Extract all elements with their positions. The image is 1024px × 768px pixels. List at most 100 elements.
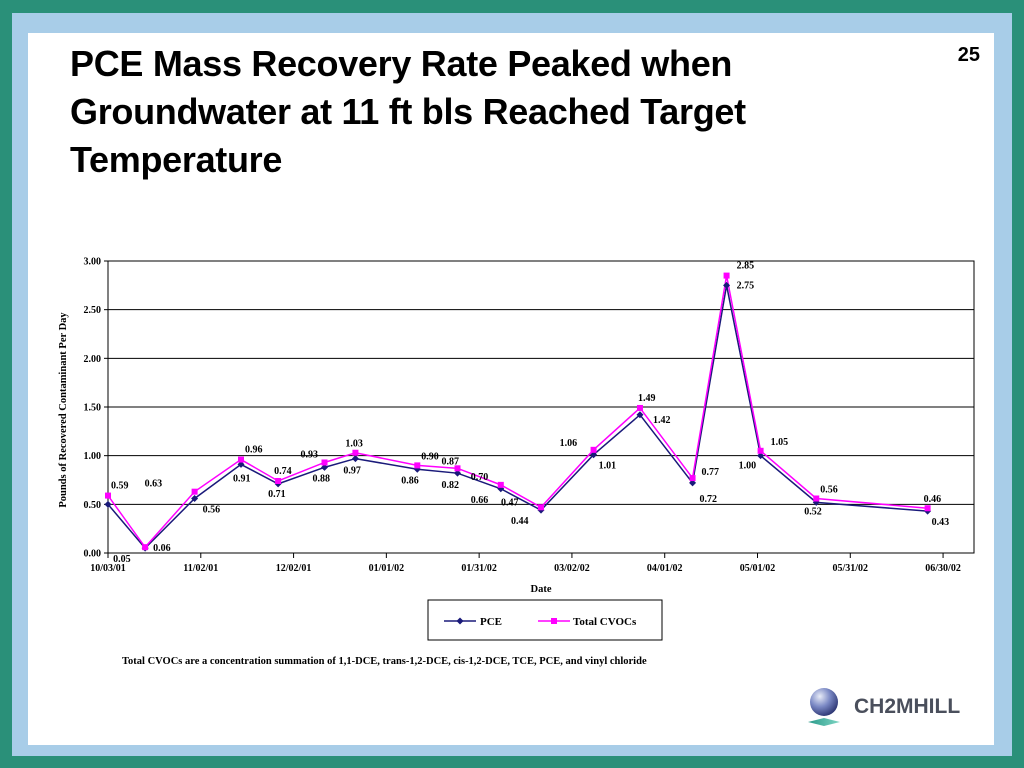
total-cvocs-point (538, 504, 544, 511)
x-tick-label: 01/31/02 (461, 563, 497, 574)
total-cvocs-point (590, 446, 597, 453)
y-tick-label: 1.00 (84, 451, 102, 462)
series-lines (107, 275, 928, 550)
x-axis-ticks: 10/03/01 11/02/01 12/02/01 01/01/02 01/31/02… (90, 553, 961, 574)
x-tick-label: 12/02/01 (276, 563, 312, 574)
series-line-total-cvocs (107, 275, 928, 549)
slide-number: 25 (957, 44, 980, 66)
pce-point (191, 494, 199, 502)
pce-data-label: 0.97 (343, 466, 361, 477)
pce-data-label: 0.43 (932, 517, 950, 528)
x-tick-label: 05/31/02 (833, 563, 869, 574)
y-tick-label: 3.00 (84, 257, 102, 268)
total-cvocs-data-label: 1.49 (638, 393, 656, 404)
total-cvocs-data-label: 0.59 (111, 481, 129, 492)
total-cvocs-data-label: 0.46 (924, 494, 942, 505)
pce-data-label: 0.71 (268, 489, 286, 500)
pce-point (351, 455, 359, 463)
pce-point (453, 469, 461, 477)
total-cvocs-data-label: 0.77 (702, 467, 720, 478)
pce-point (723, 281, 731, 289)
pce-data-label: 0.05 (113, 554, 131, 565)
x-tick-label: 10/03/01 (90, 563, 126, 574)
series-markers (104, 272, 932, 552)
total-cvocs-data-label: 0.47 (501, 497, 519, 508)
total-cvocs-data-label: 1.03 (345, 439, 363, 450)
logo-wordmark: CH2MHILL (854, 695, 961, 718)
pce-data-label: 1.42 (653, 415, 671, 426)
legend-cvoc-marker (551, 618, 557, 624)
pce-data-label: 0.56 (203, 504, 221, 515)
y-tick-label: 0.50 (84, 500, 102, 511)
pce-point (237, 460, 245, 468)
total-cvocs-data-label: 0.63 (145, 479, 163, 490)
legend-pce-marker (456, 617, 464, 625)
y-tick-label: 0.00 (84, 549, 102, 560)
total-cvocs-data-label: 0.06 (153, 543, 171, 554)
total-cvocs-point (105, 492, 111, 499)
pce-data-label: 0.91 (233, 473, 251, 484)
pce-data-label: 0.72 (700, 494, 718, 505)
total-cvocs-point (142, 544, 149, 551)
x-tick-label: 04/01/02 (647, 563, 683, 574)
total-cvocs-point (352, 449, 359, 456)
legend-cvoc-label: Total CVOCs (573, 616, 637, 628)
slide-title: PCE Mass Recovery Rate Peaked when Groun… (70, 43, 746, 180)
total-cvocs-data-label: 1.06 (560, 438, 578, 449)
chart-footnote: Total CVOCs are a concentration summatio… (122, 656, 647, 667)
pce-data-label: 0.88 (313, 473, 331, 484)
y-tick-label: 2.50 (84, 305, 102, 316)
total-cvocs-point (636, 404, 643, 411)
total-cvocs-point (689, 475, 696, 482)
y-axis-ticks: 0.00 0.50 1.00 1.50 2.00 2.50 3.00 (84, 257, 108, 560)
company-logo (808, 688, 840, 726)
x-tick-label: 11/02/01 (183, 563, 218, 574)
x-tick-label: 05/01/02 (740, 563, 776, 574)
gridlines (108, 309, 974, 505)
total-cvocs-data-label: 0.90 (421, 451, 439, 462)
total-cvocs-point (454, 465, 461, 472)
total-cvocs-point (497, 481, 504, 488)
legend-pce-label: PCE (480, 616, 502, 628)
total-cvocs-point (414, 462, 421, 469)
total-cvocs-data-label: 0.96 (245, 445, 263, 456)
x-axis-title: Date (531, 584, 552, 595)
pce-data-label: 0.86 (401, 475, 419, 486)
total-cvocs-data-label: 0.87 (441, 456, 459, 467)
x-tick-label: 06/30/02 (925, 563, 961, 574)
pce-point (689, 479, 697, 487)
y-tick-label: 1.50 (84, 403, 102, 414)
pce-point (757, 452, 765, 460)
pce-point (321, 463, 328, 471)
legend: PCE Total CVOCs (427, 599, 663, 641)
total-cvocs-point (321, 459, 328, 466)
pce-data-label: 1.00 (739, 461, 757, 472)
pce-data-label: 2.75 (737, 280, 755, 291)
pce-data-label: 0.52 (804, 506, 822, 517)
pce-data-label: 1.01 (599, 461, 617, 472)
total-cvocs-point (924, 505, 931, 512)
total-cvocs-data-label: 2.85 (737, 261, 755, 272)
total-cvocs-point (723, 272, 730, 279)
total-cvocs-data-label: 0.70 (471, 472, 489, 483)
legend-box (427, 599, 663, 641)
total-cvocs-point (237, 456, 244, 463)
total-cvocs-point (757, 447, 764, 454)
pce-data-label: 0.44 (511, 516, 529, 527)
logo-sphere-icon (810, 688, 838, 716)
logo-shadow-icon (808, 718, 840, 726)
total-cvocs-point (813, 495, 820, 502)
data-labels: 0.05 0.56 0.91 0.71 0.88 0.97 0.86 0.82 0.66 0.44… (111, 261, 949, 566)
y-tick-label: 2.00 (84, 354, 102, 365)
pce-point (104, 500, 112, 508)
x-tick-label: 03/02/02 (554, 563, 590, 574)
pce-data-label: 0.82 (441, 480, 459, 491)
pce-point (590, 451, 598, 459)
pce-data-label: 0.66 (471, 495, 489, 506)
total-cvocs-point (191, 488, 198, 495)
total-cvocs-data-label: 0.56 (820, 484, 838, 495)
pce-point (636, 411, 644, 419)
total-cvocs-data-label: 1.05 (771, 437, 789, 448)
total-cvocs-point (275, 477, 282, 484)
